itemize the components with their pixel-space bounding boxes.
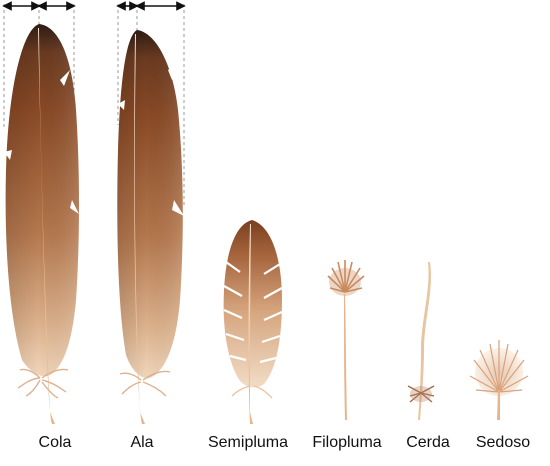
wing-feather-icon xyxy=(117,30,184,424)
label-cerda: Cerda xyxy=(406,434,450,451)
width-arrows xyxy=(2,1,186,11)
label-semipluma: Semipluma xyxy=(207,434,289,451)
down-feather-icon xyxy=(469,340,529,420)
label-sedoso: Sedoso xyxy=(475,434,531,451)
tail-feather-icon xyxy=(4,24,79,424)
label-cola: Cola xyxy=(38,434,72,451)
bristle-icon xyxy=(407,262,435,420)
filoplume-icon xyxy=(327,260,365,420)
label-ala: Ala xyxy=(130,434,154,451)
label-filopluma: Filopluma xyxy=(312,434,382,451)
semiplume-icon xyxy=(223,220,283,424)
